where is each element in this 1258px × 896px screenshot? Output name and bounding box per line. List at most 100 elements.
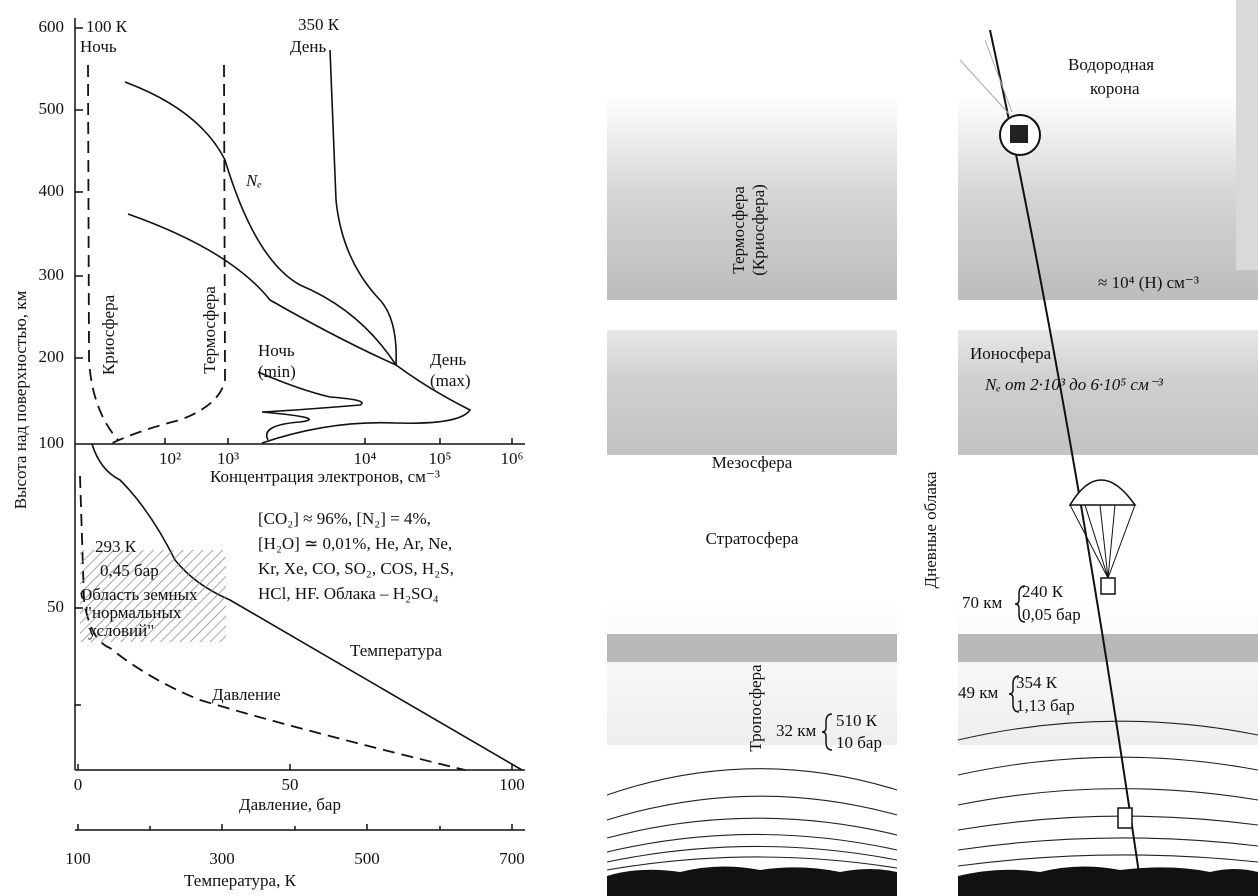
- band: [607, 634, 897, 662]
- pressure-axis-label: Давление, бар: [239, 795, 341, 814]
- label: Ночь: [258, 341, 295, 360]
- label: Криосфера: [99, 294, 118, 375]
- label: Ночь: [80, 37, 117, 56]
- label: 70 км: [962, 593, 1003, 612]
- night-temperature: [87, 64, 119, 441]
- brace: [1008, 675, 1020, 713]
- y-tick: 300: [39, 265, 65, 284]
- label: Давление: [212, 685, 281, 704]
- pressure-tick: 0: [74, 775, 83, 794]
- label: Термосфера: [200, 286, 219, 374]
- label: Тропосфера: [746, 664, 765, 752]
- label: 293 К: [95, 537, 137, 556]
- arcs: [957, 720, 1258, 867]
- label: [H₂O] ≃ 0,01%, He, Ar, Ne,: [258, 534, 452, 553]
- label: 100 К: [86, 17, 128, 36]
- label: 240 К: [1022, 582, 1064, 601]
- y-ticks: [75, 27, 83, 706]
- electron-axis-label: Концентрация электронов, см⁻³: [210, 467, 440, 486]
- pressure-curve: [79, 475, 466, 771]
- lines: [1069, 504, 1136, 579]
- y-tick: 500: [39, 99, 65, 118]
- label: Область земных: [80, 585, 198, 604]
- y-axis-label: Высота над поверхностью, км: [11, 290, 30, 509]
- y-tick: 50: [47, 597, 64, 616]
- earth-region: [80, 550, 226, 642]
- label: Термосфера: [729, 186, 748, 274]
- electron-tick: 10²: [159, 449, 181, 468]
- label: 510 К: [836, 711, 878, 730]
- ground: [958, 866, 1258, 896]
- label: (Криосфера): [749, 184, 768, 276]
- label: 1,13 бар: [1016, 696, 1075, 715]
- electron-tick: 10⁶: [501, 449, 524, 468]
- band: [607, 595, 897, 745]
- label: Стратосфера: [706, 529, 799, 548]
- label: HCl, HF. Облака – H₂SO₄: [258, 584, 439, 603]
- y-tick: 400: [39, 181, 65, 200]
- electron-ticks: [164, 438, 513, 444]
- label: Дневные облака: [921, 471, 940, 588]
- label: 354 К: [1016, 673, 1058, 692]
- label: 0,05 бар: [1022, 605, 1081, 624]
- day-temp-solid: [329, 49, 397, 366]
- label: Ионосфера: [970, 344, 1052, 363]
- pressure-tick: 50: [282, 775, 299, 794]
- label: "нормальных: [85, 603, 182, 622]
- label: (max): [430, 371, 471, 390]
- day-temperature: [109, 64, 226, 445]
- band: [958, 634, 1258, 662]
- brace: [1014, 585, 1026, 623]
- band: [958, 330, 1258, 455]
- temperature-axis-label: Температура, К: [184, 871, 297, 890]
- orbiter-core: [1010, 125, 1028, 143]
- electron-tick: 10⁵: [429, 449, 452, 468]
- ground: [607, 866, 897, 896]
- band: [607, 330, 897, 455]
- label: Температура: [350, 641, 442, 660]
- band: [607, 95, 897, 300]
- label: 0,45 бар: [100, 561, 159, 580]
- ne-day-low: [127, 213, 397, 366]
- label: Водородная: [1068, 55, 1154, 74]
- label: Nₑ от 2·10³ до 6·10⁵ см⁻³: [984, 375, 1164, 394]
- ne-night: [257, 371, 363, 441]
- parachute: [1068, 479, 1137, 506]
- label: Kr, Xe, CO, SO₂, COS, H₂S,: [258, 559, 454, 578]
- left-panel: Высота над поверхностью, км 600 500 400 …: [11, 15, 525, 890]
- label: условий": [88, 621, 154, 640]
- label: корона: [1090, 79, 1140, 98]
- label: День: [430, 350, 466, 369]
- label: 49 км: [958, 683, 999, 702]
- label: (min): [258, 362, 296, 381]
- label: Мезосфера: [712, 453, 793, 472]
- lander: [1117, 807, 1133, 829]
- label: Nₑ: [245, 171, 262, 190]
- electron-tick: 10³: [217, 449, 239, 468]
- label: 32 км: [776, 721, 817, 740]
- y-tick: 100: [39, 433, 65, 452]
- ne-day: [124, 81, 472, 444]
- temperature-tick: 700: [499, 849, 525, 868]
- edge-strip: [1236, 0, 1258, 270]
- rays: [959, 39, 1013, 116]
- right-panel: Дневные облака Водородная корона ≈ 10⁴ (…: [921, 0, 1258, 896]
- temperature-tick: 500: [354, 849, 380, 868]
- pressure-tick: 100: [499, 775, 525, 794]
- capsule: [1100, 577, 1116, 595]
- label: 350 К: [298, 15, 340, 34]
- label: День: [290, 37, 326, 56]
- arcs: [606, 768, 898, 871]
- brace: [821, 713, 833, 751]
- y-tick: 200: [39, 347, 65, 366]
- y-tick: 600: [39, 17, 65, 36]
- electron-tick: 10⁴: [354, 449, 377, 468]
- temperature-ticks: [77, 824, 513, 830]
- label: 10 бар: [836, 733, 882, 752]
- middle-panel: Термосфера (Криосфера) Мезосфера Стратос…: [606, 95, 898, 896]
- label: ≈ 10⁴ (H) см⁻³: [1098, 273, 1199, 292]
- temperature-tick: 100: [65, 849, 91, 868]
- temperature-tick: 300: [209, 849, 235, 868]
- label: [CO₂] ≈ 96%, [N₂] = 4%,: [258, 509, 431, 528]
